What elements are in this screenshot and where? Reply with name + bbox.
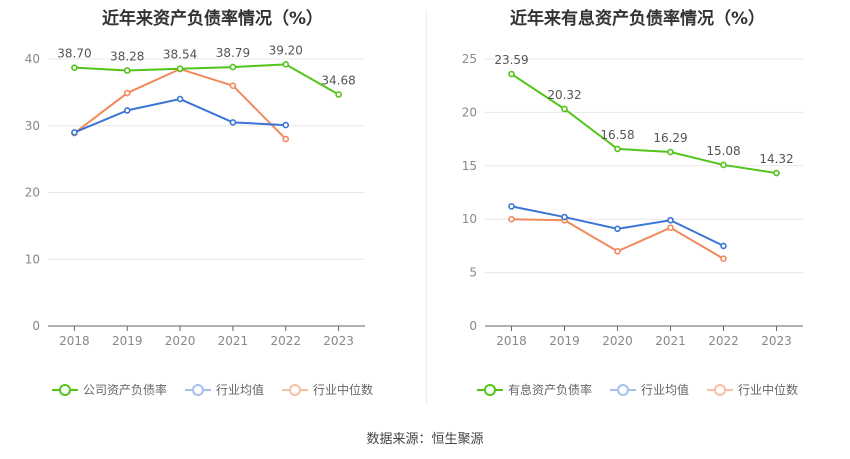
debt-ratio-chart: 0 10 20 30 40 2018 2019 2020 2021 2022 2023 38.70 38… bbox=[25, 43, 365, 348]
legend-item-industry-median[interactable]: 行业中位数 bbox=[707, 381, 798, 398]
series-line-industry-median bbox=[73, 67, 287, 140]
data-point-company[interactable] bbox=[335, 91, 342, 98]
legend-label: 公司资产负债率 bbox=[82, 383, 167, 397]
data-point-industry-median[interactable] bbox=[614, 247, 621, 255]
chart-legend: 有息资产负债率 行业均值 行业中位数 bbox=[425, 381, 850, 398]
legend-marker-icon bbox=[476, 383, 503, 397]
data-point-industry-mean[interactable] bbox=[229, 119, 237, 126]
y-tick-label: 5 bbox=[469, 266, 477, 280]
data-point-industry-mean[interactable] bbox=[508, 203, 515, 210]
y-tick-label: 20 bbox=[25, 186, 40, 200]
data-point-company[interactable] bbox=[71, 64, 78, 71]
chart-title: 近年来有息资产负债率情况（%） bbox=[509, 9, 766, 29]
data-point-company[interactable] bbox=[176, 65, 184, 73]
y-tick-label: 25 bbox=[462, 52, 477, 66]
data-point-company[interactable] bbox=[508, 70, 515, 78]
interest-bearing-debt-ratio-chart: 0 5 10 15 20 25 2018 2019 2020 2021 2022 2023 23.59 2… bbox=[462, 52, 803, 348]
data-label: 20.32 bbox=[547, 88, 581, 102]
data-point-industry-mean[interactable] bbox=[667, 216, 674, 224]
legend-label: 行业均值 bbox=[640, 383, 689, 397]
y-tick-label: 30 bbox=[25, 119, 40, 133]
data-point-industry-mean[interactable] bbox=[282, 121, 290, 129]
data-point-industry-mean[interactable] bbox=[123, 107, 131, 114]
right-chart-panel: 近年来有息资产负债率情况（%） 0 5 10 15 20 25 2018 2019 2020 20… bbox=[425, 0, 850, 420]
data-point-company[interactable] bbox=[229, 63, 237, 71]
y-tick-label: 0 bbox=[32, 319, 40, 333]
y-tick-label: 20 bbox=[462, 105, 477, 119]
x-tick-label: 2021 bbox=[218, 334, 249, 348]
series-line-company bbox=[510, 73, 777, 175]
data-label: 23.59 bbox=[494, 53, 528, 67]
data-label: 38.28 bbox=[110, 49, 144, 63]
x-tick-label: 2023 bbox=[761, 334, 792, 348]
legend-item-industry-mean[interactable]: 行业均值 bbox=[184, 381, 264, 398]
data-point-company[interactable] bbox=[720, 161, 727, 169]
series-line-company bbox=[74, 63, 340, 96]
data-label: 15.08 bbox=[706, 144, 740, 158]
y-tick-label: 10 bbox=[462, 212, 477, 226]
legend-label: 行业均值 bbox=[215, 383, 264, 397]
data-point-industry-median[interactable] bbox=[229, 82, 237, 89]
x-tick-label: 2023 bbox=[323, 334, 354, 348]
y-tick-label: 15 bbox=[462, 159, 477, 173]
x-tick-label: 2022 bbox=[708, 334, 739, 348]
data-point-company[interactable] bbox=[561, 105, 568, 113]
legend-marker-icon bbox=[707, 383, 733, 397]
data-label: 38.70 bbox=[57, 47, 91, 61]
left-chart-panel: 近年来资产负债率情况（%） 0 10 20 30 40 2018 2019 2020 2021 2… bbox=[0, 0, 425, 420]
chart-legend: 公司资产负债率 行业均值 行业中位数 bbox=[0, 381, 425, 398]
data-label: 38.54 bbox=[163, 48, 197, 62]
x-tick-label: 2022 bbox=[270, 334, 301, 348]
legend-item-industry-median[interactable]: 行业中位数 bbox=[282, 381, 373, 398]
y-tick-label: 0 bbox=[469, 319, 477, 333]
x-tick-label: 2021 bbox=[655, 334, 686, 348]
series-line-industry-mean bbox=[74, 98, 286, 134]
y-tick-label: 10 bbox=[25, 252, 40, 266]
legend-label: 有息资产负债率 bbox=[507, 383, 592, 397]
data-source-note: 数据来源：恒生聚源 bbox=[366, 432, 484, 447]
data-point-company[interactable] bbox=[282, 61, 290, 68]
data-point-company[interactable] bbox=[614, 145, 621, 153]
x-tick-label: 2019 bbox=[549, 334, 580, 348]
data-point-industry-mean[interactable] bbox=[176, 95, 184, 103]
panel-divider bbox=[426, 10, 427, 405]
legend-marker-icon bbox=[282, 383, 308, 397]
data-label: 34.68 bbox=[321, 74, 355, 88]
x-tick-label: 2020 bbox=[165, 334, 196, 348]
x-tick-label: 2019 bbox=[112, 334, 143, 348]
x-tick-label: 2020 bbox=[602, 334, 633, 348]
data-point-industry-mean[interactable] bbox=[561, 213, 568, 221]
legend-label: 行业中位数 bbox=[738, 383, 799, 397]
data-point-industry-median[interactable] bbox=[508, 215, 515, 223]
data-point-industry-mean[interactable] bbox=[614, 225, 621, 233]
data-point-industry-mean[interactable] bbox=[71, 129, 78, 136]
legend-marker-icon bbox=[609, 383, 636, 397]
legend-item-industry-mean[interactable]: 行业均值 bbox=[609, 381, 689, 398]
data-point-industry-median[interactable] bbox=[123, 89, 131, 97]
chart-title: 近年来资产负债率情况（%） bbox=[101, 9, 324, 29]
data-label: 16.29 bbox=[653, 131, 687, 145]
data-label: 39.20 bbox=[269, 43, 303, 57]
data-label: 16.58 bbox=[600, 128, 634, 142]
data-label: 14.32 bbox=[759, 152, 793, 166]
data-point-company[interactable] bbox=[773, 169, 780, 177]
data-point-industry-mean[interactable] bbox=[720, 242, 727, 250]
data-point-industry-median[interactable] bbox=[667, 224, 674, 232]
data-point-industry-median[interactable] bbox=[720, 255, 727, 263]
data-label: 38.79 bbox=[216, 46, 250, 60]
x-tick-label: 2018 bbox=[59, 334, 90, 348]
y-tick-label: 40 bbox=[25, 52, 40, 66]
legend-marker-icon bbox=[184, 383, 211, 397]
legend-label: 行业中位数 bbox=[313, 383, 374, 397]
x-tick-label: 2018 bbox=[496, 334, 527, 348]
data-point-industry-median[interactable] bbox=[282, 135, 290, 143]
legend-item-company[interactable]: 公司资产负债率 bbox=[51, 381, 167, 398]
legend-marker-icon bbox=[51, 383, 78, 397]
data-point-company[interactable] bbox=[667, 148, 674, 156]
legend-item-company[interactable]: 有息资产负债率 bbox=[476, 381, 592, 398]
data-point-company[interactable] bbox=[123, 67, 131, 74]
